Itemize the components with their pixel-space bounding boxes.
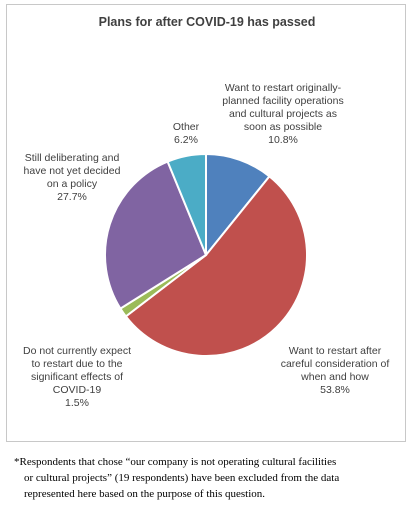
footnote-line: *Respondents that chose “our company is … (14, 456, 337, 468)
slice-label-other: Other 6.2% (172, 121, 200, 146)
pie-slice-0 (205, 152, 271, 258)
chart-title: Plans for after COVID-19 has passed (98, 15, 316, 29)
pie-slice-4 (166, 152, 207, 256)
pie-slice-1 (124, 174, 309, 358)
pie-slice-3 (104, 160, 208, 310)
slice-label-restart-asap: Want to restart originally- planned faci… (222, 82, 344, 146)
footnote-line: or cultural projects” (19 respondents) h… (24, 472, 340, 484)
slice-label-restart-careful: Want to restart after careful considerat… (280, 345, 390, 396)
slice-label-deliberating: Still deliberating and have not yet deci… (23, 152, 121, 203)
slice-label-no-restart: Do not currently expect to restart due t… (23, 345, 131, 409)
footnote: *Respondents that chose “our company is … (14, 454, 406, 502)
footnote-line: represented here based on the purpose of… (24, 488, 266, 500)
